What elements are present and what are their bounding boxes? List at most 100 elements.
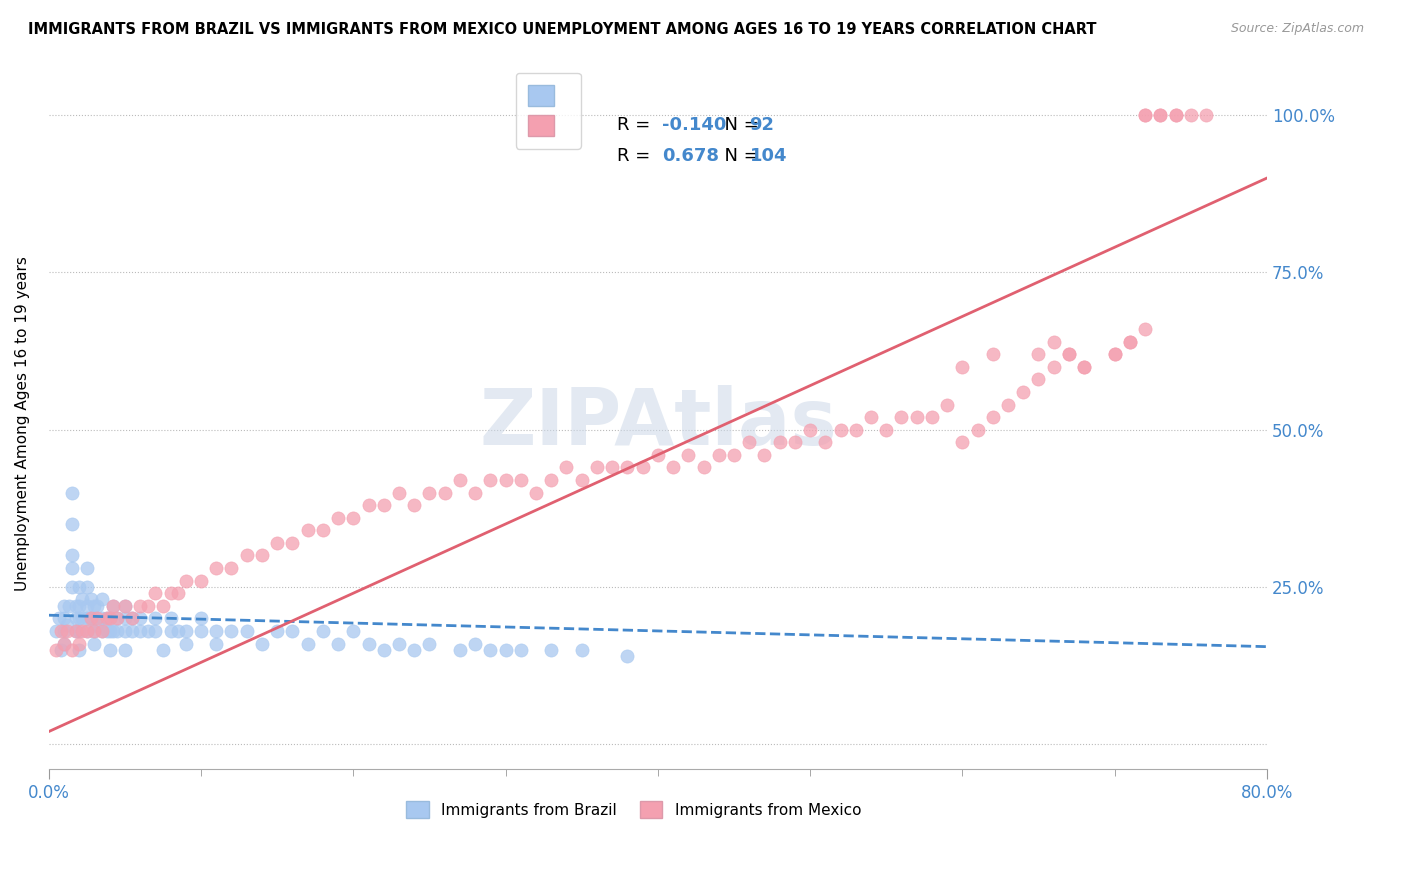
Point <box>1180 108 1202 122</box>
Point <box>571 642 593 657</box>
Point <box>58 599 80 613</box>
Point <box>250 549 273 563</box>
Point <box>388 636 411 650</box>
Point <box>70 611 93 625</box>
Point <box>281 624 304 638</box>
Point <box>101 624 124 638</box>
Point <box>86 599 108 613</box>
Point <box>114 642 136 657</box>
Point <box>859 410 882 425</box>
Point <box>662 460 685 475</box>
Point <box>76 561 98 575</box>
Point <box>950 435 973 450</box>
Point <box>159 611 181 625</box>
Text: N =: N = <box>713 146 765 164</box>
Point <box>76 599 98 613</box>
Point <box>159 624 181 638</box>
Point <box>449 473 471 487</box>
Point <box>205 624 228 638</box>
Point <box>1057 347 1080 361</box>
Point <box>136 624 159 638</box>
Point <box>235 549 257 563</box>
Point <box>70 624 93 638</box>
Point <box>357 636 380 650</box>
Point <box>114 624 136 638</box>
Point <box>98 624 121 638</box>
Point <box>65 611 87 625</box>
Point <box>56 617 79 632</box>
Point <box>60 516 83 531</box>
Y-axis label: Unemployment Among Ages 16 to 19 years: Unemployment Among Ages 16 to 19 years <box>15 256 30 591</box>
Text: -0.140: -0.140 <box>662 116 727 134</box>
Point <box>174 636 197 650</box>
Point <box>555 460 578 475</box>
Point <box>65 624 87 638</box>
Point <box>875 423 897 437</box>
Point <box>1012 384 1035 399</box>
Point <box>1028 372 1050 386</box>
Point <box>83 611 105 625</box>
Point <box>80 592 103 607</box>
Point <box>692 460 714 475</box>
Point <box>997 397 1019 411</box>
Point <box>53 599 76 613</box>
Point <box>540 642 562 657</box>
Point <box>96 611 118 625</box>
Point <box>631 460 654 475</box>
Point <box>966 423 988 437</box>
Point <box>53 636 76 650</box>
Legend: Immigrants from Brazil, Immigrants from Mexico: Immigrants from Brazil, Immigrants from … <box>399 795 868 824</box>
Point <box>190 624 212 638</box>
Point <box>49 624 72 638</box>
Text: Source: ZipAtlas.com: Source: ZipAtlas.com <box>1230 22 1364 36</box>
Point <box>167 586 190 600</box>
Point <box>281 536 304 550</box>
Point <box>495 473 517 487</box>
Point <box>1073 359 1095 374</box>
Point <box>921 410 943 425</box>
Point <box>616 460 638 475</box>
Point <box>67 636 90 650</box>
Point <box>312 624 335 638</box>
Point <box>373 498 395 512</box>
Point <box>1195 108 1218 122</box>
Point <box>449 642 471 657</box>
Point <box>129 624 152 638</box>
Point <box>121 611 143 625</box>
Point <box>814 435 837 450</box>
Point <box>464 636 486 650</box>
Point <box>65 624 87 638</box>
Point <box>495 642 517 657</box>
Point <box>53 611 76 625</box>
Point <box>80 611 103 625</box>
Point <box>1149 108 1171 122</box>
Point <box>221 624 243 638</box>
Point <box>129 611 152 625</box>
Point <box>83 636 105 650</box>
Point <box>297 636 319 650</box>
Point <box>950 359 973 374</box>
Point <box>121 611 143 625</box>
Point <box>83 624 105 638</box>
Point <box>981 410 1004 425</box>
Point <box>342 624 364 638</box>
Point <box>586 460 609 475</box>
Point <box>326 510 349 524</box>
Point <box>98 611 121 625</box>
Point <box>1133 322 1156 336</box>
Point <box>83 599 105 613</box>
Point <box>76 624 98 638</box>
Point <box>91 624 114 638</box>
Point <box>60 580 83 594</box>
Point <box>600 460 623 475</box>
Point <box>76 611 98 625</box>
Point <box>67 580 90 594</box>
Point <box>205 636 228 650</box>
Point <box>86 611 108 625</box>
Text: N =: N = <box>713 116 765 134</box>
Text: 0.678: 0.678 <box>662 146 720 164</box>
Point <box>905 410 928 425</box>
Point <box>1133 108 1156 122</box>
Point <box>404 642 426 657</box>
Point <box>49 642 72 657</box>
